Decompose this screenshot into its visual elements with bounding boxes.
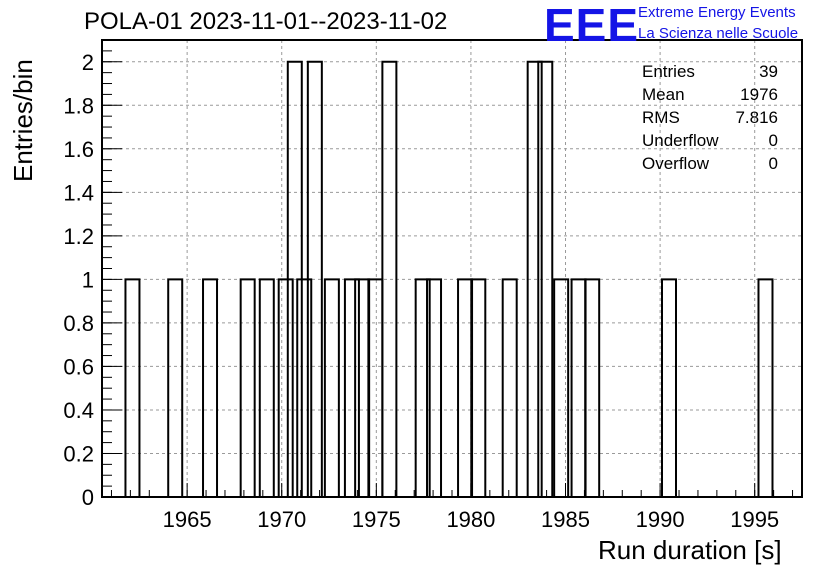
eee-logo: EEE [544, 0, 640, 51]
x-tick-label: 1990 [636, 507, 685, 532]
histogram-bars [124, 60, 774, 497]
x-tick-label: 1980 [446, 507, 495, 532]
histogram-bar [124, 278, 141, 497]
histogram-bar [661, 278, 677, 497]
histogram-bar [426, 278, 443, 497]
histogram-bar [537, 60, 554, 497]
stat-label: Overflow [642, 154, 710, 173]
stat-value: 0 [768, 131, 778, 150]
x-tick-label: 1995 [730, 507, 779, 532]
histogram-bar [501, 278, 518, 497]
histogram-bar [584, 278, 601, 497]
histogram-bar [323, 278, 340, 497]
y-tick-label: 1.2 [63, 224, 94, 249]
y-tick-label: 0.2 [63, 441, 94, 466]
x-tick-label: 1985 [541, 507, 590, 532]
histogram-bar [367, 278, 384, 497]
x-tick-label: 1965 [163, 507, 212, 532]
y-tick-label: 1 [82, 267, 94, 292]
stat-rms: RMS 7.816 [642, 106, 778, 129]
histogram-bar [202, 278, 219, 497]
stat-value: 7.816 [735, 108, 778, 127]
histogram-bar [306, 60, 323, 497]
histogram-bar [167, 278, 184, 497]
x-axis-title: Run duration [s] [598, 535, 782, 565]
x-tick-label: 1970 [257, 507, 306, 532]
stat-overflow: Overflow 0 [642, 152, 778, 175]
histogram-bar [553, 278, 570, 497]
histogram-bar [258, 278, 275, 497]
y-tick-label: 0.8 [63, 311, 94, 336]
stat-mean: Mean 1976 [642, 83, 778, 106]
y-tick-label: 1.6 [63, 137, 94, 162]
histogram-bar [470, 278, 487, 497]
axis-ticks [102, 39, 794, 498]
stat-label: Entries [642, 62, 695, 81]
histogram-bar [296, 278, 313, 497]
histogram-bar [414, 278, 431, 497]
stat-value: 1976 [740, 85, 778, 104]
histogram-bar [457, 278, 474, 497]
x-tick-label: 1975 [352, 507, 401, 532]
stat-underflow: Underflow 0 [642, 129, 778, 152]
stats-box: Entries 39 Mean 1976 RMS 7.816 Underflow… [642, 60, 778, 175]
y-tick-label: 0.4 [63, 398, 94, 423]
y-tick-label: 1.8 [63, 93, 94, 118]
y-tick-label: 1.4 [63, 180, 94, 205]
histogram-bar [354, 278, 371, 497]
logo-line-1: Extreme Energy Events [638, 4, 796, 21]
stat-entries: Entries 39 [642, 60, 778, 83]
stat-label: Mean [642, 85, 685, 104]
histogram-bar [239, 278, 256, 497]
stat-label: Underflow [642, 131, 719, 150]
tick-labels: 0 0.2 0.4 0.6 0.8 1 1.2 1.4 1.6 1.8 2 1965 1970 1975 1… [63, 50, 779, 532]
histogram-bar [757, 278, 774, 497]
y-tick-label: 0.6 [63, 354, 94, 379]
histogram-bar [570, 278, 587, 497]
stat-value: 39 [759, 62, 778, 81]
histogram-bar [526, 60, 543, 497]
histogram-bar [381, 60, 398, 497]
chart-title: POLA-01 2023-11-01--2023-11-02 [84, 8, 448, 35]
y-axis-title: Entries/bin [8, 59, 38, 182]
histogram-bar [277, 278, 294, 497]
logo-line-2: La Scienza nelle Scuole [638, 25, 799, 42]
y-tick-label: 2 [82, 50, 94, 75]
y-tick-label: 0 [82, 485, 94, 510]
stat-value: 0 [768, 154, 778, 173]
stat-label: RMS [642, 108, 680, 127]
histogram-bar [343, 278, 360, 497]
